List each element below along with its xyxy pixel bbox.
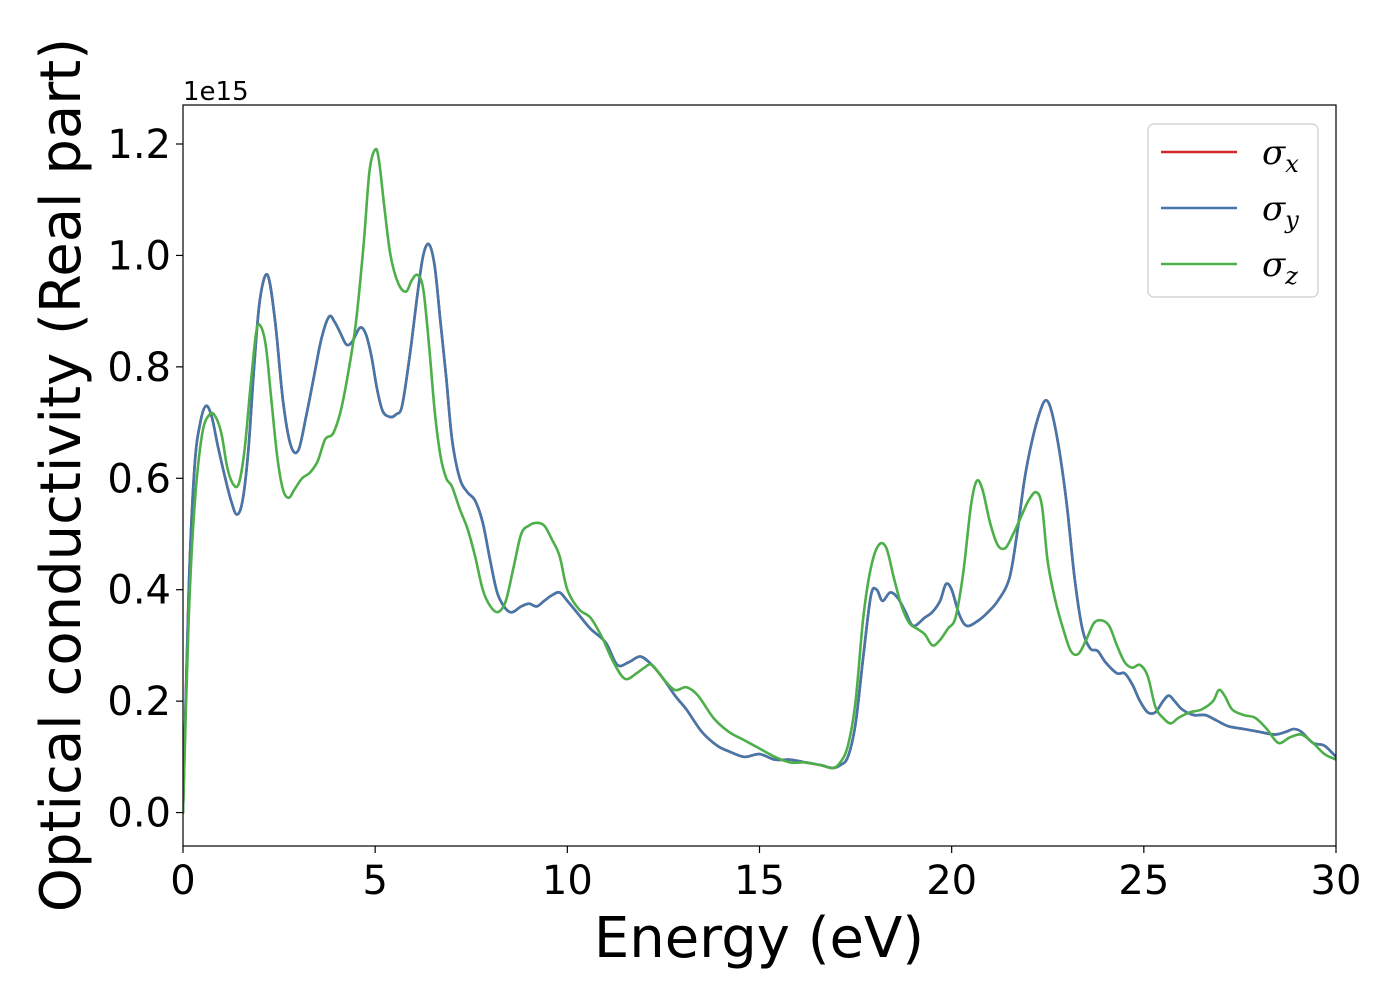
x-tick-label: 25 [1118,858,1169,904]
legend-label-x: σx [1262,133,1299,178]
y-tick-label: 0.8 [107,345,171,391]
legend-frame [1147,123,1319,298]
plot-area [183,105,1336,846]
y-axis-label: Optical conductivity (Real part) [29,38,94,912]
series-line-z [183,147,1336,814]
x-tick-label: 20 [926,858,977,904]
y-tick-label: 0.2 [107,679,171,725]
series-layer [183,147,1336,814]
x-axis-ticks: 0 5 10 15 20 25 30 [170,846,1361,904]
y-tick-label: 0.6 [107,456,171,502]
y-offset-text: 1e15 [183,77,249,107]
x-tick-label: 15 [734,858,785,904]
legend: σx σy σz [1147,123,1319,298]
legend-entries: σx σy σz [1161,133,1299,290]
series-line-y [183,242,1336,814]
x-tick-label: 5 [362,858,387,904]
y-axis-ticks: 0.0 0.2 0.4 0.6 0.8 1.0 1.2 [107,122,183,837]
y-tick-label: 1.2 [107,122,171,168]
legend-label-y: σy [1262,189,1299,234]
y-tick-label: 0.4 [107,568,171,614]
x-tick-label: 0 [170,858,195,904]
legend-label-z: σz [1262,245,1298,290]
x-tick-label: 30 [1311,858,1362,904]
y-tick-label: 0.0 [107,791,171,837]
y-tick-label: 1.0 [107,233,171,279]
x-axis-label: Energy (eV) [594,906,924,971]
x-tick-label: 10 [542,858,593,904]
